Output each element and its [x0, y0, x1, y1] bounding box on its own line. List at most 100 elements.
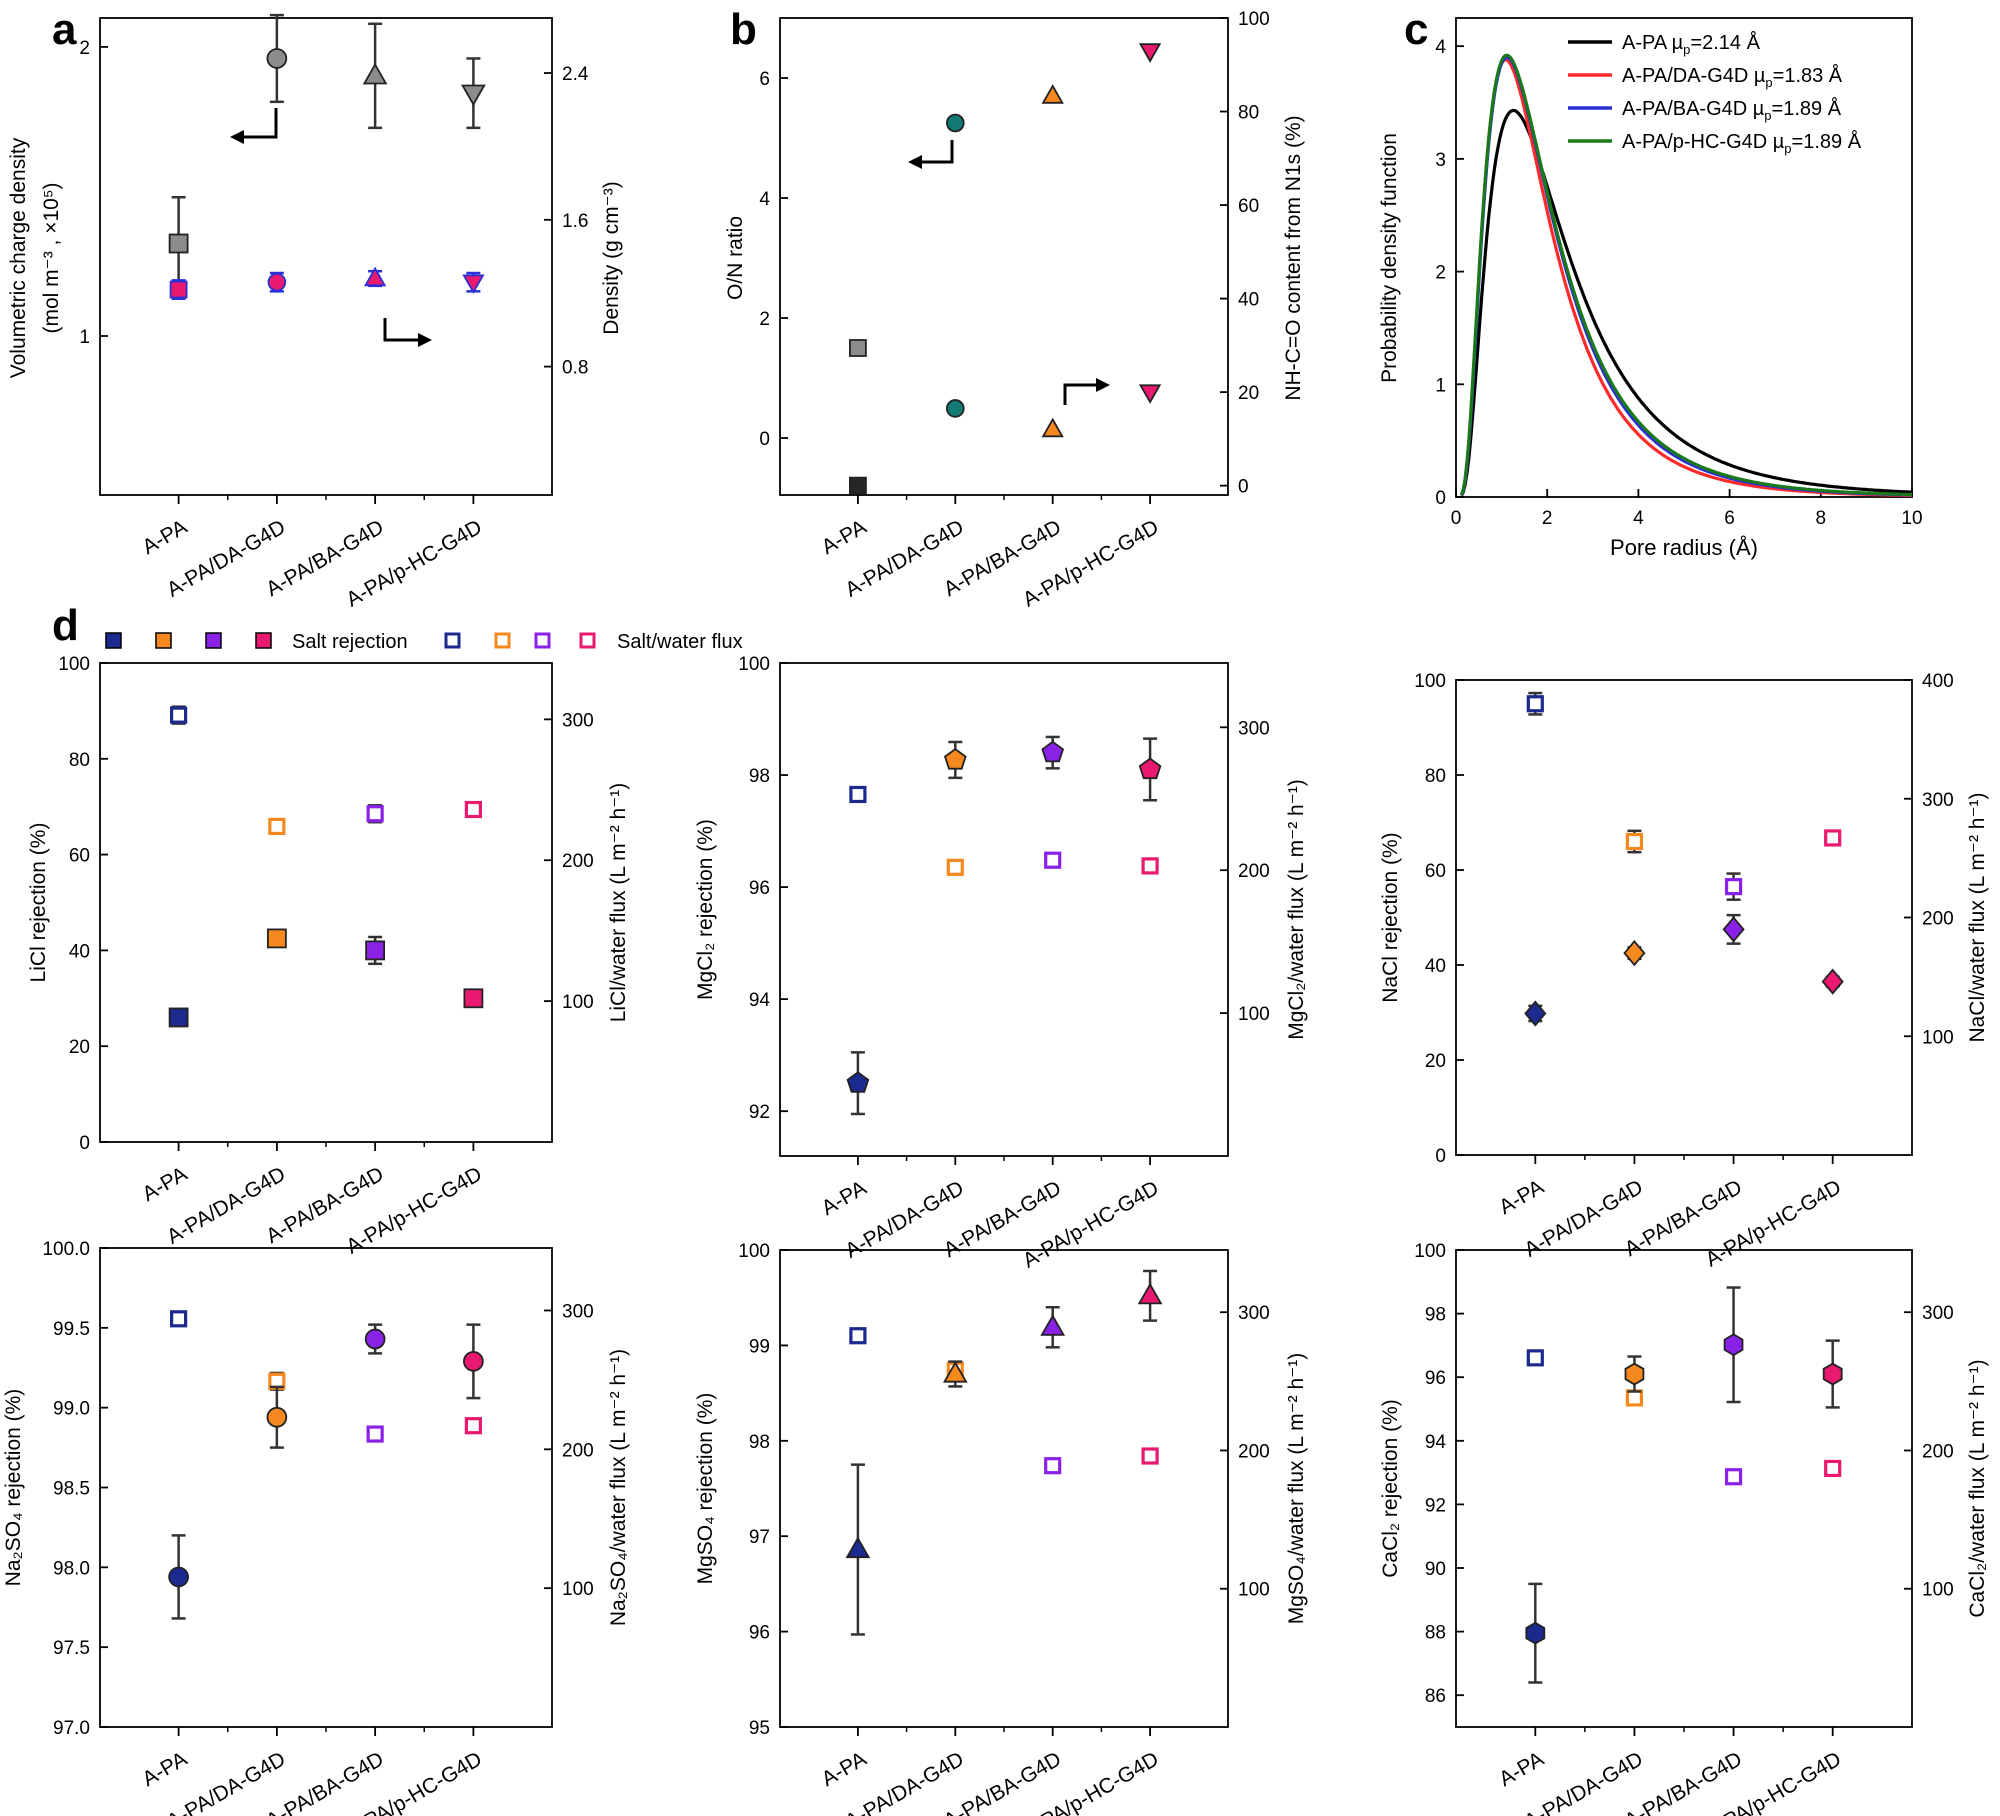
- y2-tick-label: 100: [1238, 1004, 1270, 1025]
- y-tick-label: 99.0: [53, 1399, 90, 1420]
- y2-tick-label: 60: [1238, 196, 1259, 217]
- marker-rejection-A-PA/BA-G4D: [1040, 1314, 1066, 1336]
- y-tick-label: 4: [759, 189, 770, 210]
- y-tick-label: 0: [1435, 488, 1446, 509]
- marker-flux-A-PA/DA-G4D: [1625, 1389, 1644, 1407]
- y2-tick-label: 300: [1922, 1303, 1954, 1324]
- arrow-left-axis: [918, 140, 954, 164]
- legend-name: A-PA µ: [1622, 32, 1684, 54]
- y-axis-label: NaCl rejection (%): [1379, 832, 1402, 1002]
- marker-rejection-A-PA: [1524, 1000, 1547, 1027]
- legend-text-A-PA/p-HC-G4D: A-PA/p-HC-G4D µp=1.89 Å: [1622, 130, 1862, 156]
- y-axis-label-units-line: (mol m⁻³ , ×10⁵): [40, 182, 63, 333]
- y-tick-label: 95: [749, 1718, 770, 1739]
- y-tick-label: 94: [1425, 1432, 1447, 1453]
- y-tick-label: 100: [738, 654, 770, 675]
- y-tick-label: 94: [749, 990, 771, 1011]
- marker-flux-A-PA/BA-G4D: [1044, 851, 1062, 869]
- y2-tick-label: 80: [1238, 103, 1259, 124]
- marker-flux-A-PA/DA-G4D: [1625, 832, 1644, 851]
- y2-tick-label: 100: [562, 992, 594, 1013]
- plot-frame: [1455, 17, 1913, 498]
- legend-name: A-PA/BA-G4D µ: [1622, 98, 1765, 120]
- legend-open-purple: [534, 632, 551, 649]
- y2-axis-label: Na₂SO₄/water flux (L m⁻² h⁻¹): [607, 1349, 630, 1626]
- legend-mu-value: =2.14 Å: [1690, 31, 1760, 54]
- legend-swatch-navy: [105, 632, 122, 649]
- y-tick-label: 40: [1425, 956, 1446, 977]
- marker-rejection-A-PA/BA-G4D: [365, 940, 386, 961]
- y-axis-label-units: (mol m⁻³ , ×10⁵): [40, 182, 63, 333]
- marker-on-ratio-A-PA/BA-G4D: [1041, 84, 1064, 104]
- y-tick-label: 90: [1425, 1559, 1446, 1580]
- y-tick-label: 0: [759, 429, 770, 450]
- y-axis-label: CaCl₂ rejection (%): [1379, 1399, 1402, 1578]
- arrow-right-axis: [383, 318, 422, 342]
- y2-tick-label: 300: [1238, 1303, 1270, 1324]
- marker-on-ratio-A-PA/DA-G4D: [946, 113, 965, 133]
- marker-on-ratio-A-PA/p-HC-G4D: [1138, 43, 1162, 63]
- y2-tick-label: 300: [562, 710, 594, 731]
- chart-d2: 92949698100100200300A-PAA-PA/DA-G4DA-PA/…: [694, 654, 1308, 1273]
- y2-tick-label: 0: [1238, 477, 1249, 498]
- y-tick-label: 88: [1425, 1623, 1446, 1644]
- y2-tick-label: 2.4: [562, 64, 589, 85]
- y-axis-label: LiCl rejection (%): [27, 823, 50, 983]
- y-tick-label: 97: [749, 1527, 770, 1548]
- chart-d1: 020406080100100200300A-PAA-PA/DA-G4DA-PA…: [27, 654, 630, 1259]
- marker-flux-A-PA/DA-G4D: [268, 817, 286, 836]
- y2-tick-label: 40: [1238, 290, 1259, 311]
- y-tick-label: 98.0: [53, 1558, 90, 1579]
- y-tick-label: 60: [1425, 861, 1446, 882]
- legend-subscript: p: [1765, 75, 1772, 90]
- legend-swatch-purple: [205, 632, 222, 649]
- chart-c: 0 1 2 3 4 0 2 4 6 8 10 Pore radius (Å) Probability d…: [1378, 17, 1923, 560]
- arrow-right-head: [1096, 378, 1110, 392]
- y2-tick-label: 100: [1922, 1027, 1954, 1048]
- marker-charge-A-PA: [168, 233, 189, 254]
- x-tick-label: 2: [1542, 508, 1553, 529]
- legend-text-A-PA/BA-G4D: A-PA/BA-G4D µp=1.89 Å: [1622, 97, 1842, 123]
- y2-tick-label: 100: [1922, 1580, 1954, 1601]
- marker-flux-A-PA: [1526, 1349, 1544, 1367]
- marker-nhco-A-PA/p-HC-G4D: [1138, 384, 1162, 404]
- y2-tick-label: 200: [1922, 1441, 1954, 1462]
- panel-label-a: a: [52, 5, 77, 54]
- marker-flux-A-PA: [849, 1327, 867, 1345]
- legend-name: A-PA/p-HC-G4D µ: [1622, 131, 1785, 153]
- legend-salt-water-flux: Salt/water flux: [617, 631, 743, 653]
- marker-flux-A-PA/p-HC-G4D: [1824, 829, 1842, 847]
- y-tick-label: 98: [749, 1432, 770, 1453]
- y-axis-label: Probability density function: [1378, 133, 1401, 383]
- y2-tick-label: 0.8: [562, 358, 588, 379]
- y-tick-label: 92: [749, 1102, 770, 1123]
- y2-tick-label: 100: [562, 1579, 594, 1600]
- marker-flux-A-PA/BA-G4D: [366, 805, 384, 823]
- marker-nhco-A-PA/BA-G4D: [1041, 417, 1064, 438]
- marker-flux-A-PA/p-HC-G4D: [464, 800, 482, 819]
- y-tick-label: 96: [749, 878, 770, 899]
- marker-charge-A-PA/p-HC-G4D: [461, 84, 486, 107]
- y-tick-label: 96: [749, 1623, 770, 1644]
- y2-tick-label: 100: [1238, 1580, 1270, 1601]
- y2-tick-label: 300: [1238, 718, 1270, 739]
- y-tick-label: 20: [1425, 1051, 1446, 1072]
- y-tick-label: 86: [1425, 1686, 1446, 1707]
- y-tick-label: 40: [69, 941, 90, 962]
- marker-charge-A-PA/BA-G4D: [362, 62, 388, 85]
- marker-density-A-PA/DA-G4D: [267, 272, 287, 292]
- marker-rejection-A-PA: [168, 1566, 189, 1588]
- y-tick-label: 92: [1425, 1495, 1446, 1516]
- y-axis-label-line: Probability density function: [1378, 133, 1401, 383]
- y-tick-label: 97.5: [53, 1638, 90, 1659]
- marker-rejection-A-PA: [845, 1536, 871, 1559]
- y-tick-label: 100.0: [42, 1239, 90, 1260]
- y2-axis-label: MgSO₄/water flux (L m⁻² h⁻¹): [1285, 1353, 1308, 1625]
- marker-flux-A-PA/BA-G4D: [1044, 1457, 1062, 1475]
- marker-rejection-A-PA/DA-G4D: [942, 1360, 968, 1383]
- y-tick-label: 100: [1414, 1241, 1446, 1262]
- arrow-left-head: [230, 130, 244, 144]
- marker-rejection-A-PA/p-HC-G4D: [463, 1351, 484, 1372]
- y2-axis-label-line: Na₂SO₄/water flux (L m⁻² h⁻¹): [607, 1349, 630, 1626]
- y2-axis-label: CaCl₂/water flux (L m⁻² h⁻¹): [1966, 1359, 1989, 1617]
